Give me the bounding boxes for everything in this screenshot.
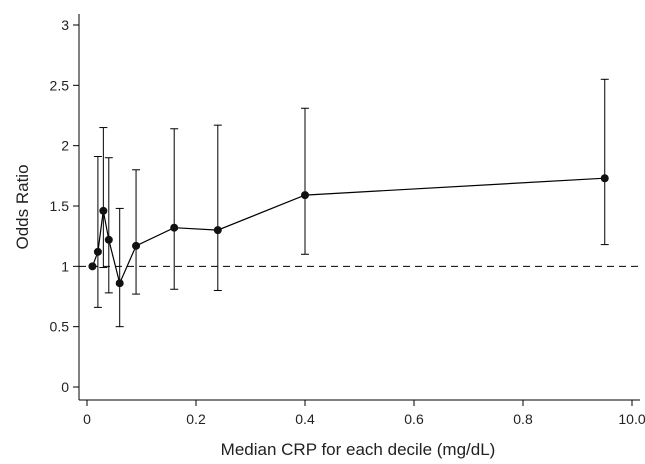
data-point [301,191,309,200]
x-tick-label: 0.4 [295,411,315,427]
data-point [99,206,108,215]
data-point [88,262,97,271]
data-point [104,235,113,244]
y-tick-label: 0 [61,379,69,395]
x-tick-label: 0.2 [186,411,206,427]
x-tick-label: 0.8 [513,411,533,427]
x-tick-label: 0 [83,411,91,427]
data-points [88,174,609,288]
y-tick-label: 0.5 [50,319,70,335]
y-tick-label: 2.5 [50,77,70,93]
series-line-group [91,177,605,286]
y-tick-label: 1.5 [50,198,70,214]
error-bars [93,78,609,328]
y-tick-label: 1 [61,258,69,274]
data-point [115,279,124,288]
data-point [170,223,179,232]
series-line [91,177,605,286]
axes: 0 0.5 1 1.5 2 2.5 3 0 0.2 0.4 0.6 0.8 10.0 [50,14,645,427]
data-point [132,241,141,250]
x-axis-label: Median CRP for each decile (mg/dL) [221,440,496,459]
y-tick-label: 2 [61,138,69,154]
y-tick-label: 3 [61,17,69,33]
x-tick-label: 0.6 [404,411,424,427]
data-point [93,247,102,256]
data-point [213,226,222,235]
y-axis-label: Odds Ratio [13,164,32,249]
x-tick-label: 10.0 [618,411,645,427]
data-point [600,174,609,183]
